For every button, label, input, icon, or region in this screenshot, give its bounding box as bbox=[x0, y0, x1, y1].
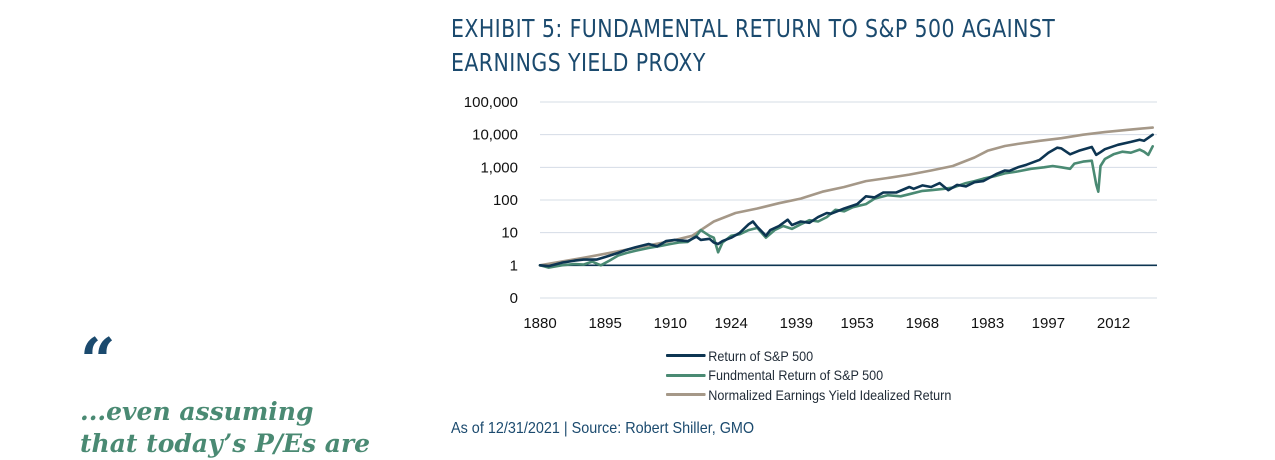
legend-label-fundamental-return: Fundmental Return of S&P 500 bbox=[708, 367, 884, 384]
source-note: As of 12/31/2021 | Source: Robert Shille… bbox=[451, 420, 755, 437]
legend-label-sp500-return: Return of S&P 500 bbox=[708, 347, 814, 364]
legend-item-fundamental-return: Fundmental Return of S&P 500 bbox=[666, 366, 951, 386]
x-tick-label: 1983 bbox=[971, 315, 1004, 332]
x-tick-label: 2012 bbox=[1097, 315, 1130, 332]
chart-title: EXHIBIT 5: FUNDAMENTAL RETURN TO S&P 500… bbox=[451, 12, 1074, 80]
x-tick-label: 1997 bbox=[1032, 315, 1065, 332]
legend-item-sp500-return: Return of S&P 500 bbox=[666, 346, 951, 366]
y-tick-label: 100 bbox=[493, 192, 518, 209]
x-tick-label: 1953 bbox=[841, 315, 874, 332]
chart-legend: Return of S&P 500 Fundmental Return of S… bbox=[666, 346, 951, 405]
legend-swatch-sp500-return bbox=[666, 354, 706, 358]
chart-title-line-2: EARNINGS YIELD PROXY bbox=[451, 48, 706, 77]
x-tick-label: 1968 bbox=[906, 315, 939, 332]
x-tick-label: 1880 bbox=[523, 315, 556, 332]
pull-quote: ...even assuming that today’s P/Es are bbox=[80, 396, 370, 460]
legend-label-earnings-yield: Normalized Earnings Yield Idealized Retu… bbox=[708, 386, 952, 403]
y-tick-label: 1 bbox=[510, 257, 518, 274]
y-tick-label: 0 bbox=[510, 290, 518, 307]
y-tick-label: 10,000 bbox=[472, 127, 518, 144]
pull-quote-line-1: ...even assuming bbox=[80, 397, 314, 426]
y-tick-label: 100,000 bbox=[464, 94, 518, 111]
chart-title-line-1: EXHIBIT 5: FUNDAMENTAL RETURN TO S&P 500… bbox=[451, 14, 1056, 43]
x-tick-label: 1895 bbox=[588, 315, 621, 332]
legend-swatch-fundamental-return bbox=[666, 373, 706, 377]
pull-quote-line-2: that today’s P/Es are bbox=[80, 429, 371, 458]
y-tick-label: 1,000 bbox=[480, 159, 518, 176]
series-line-0 bbox=[538, 133, 1154, 268]
legend-item-earnings-yield: Normalized Earnings Yield Idealized Retu… bbox=[666, 385, 951, 405]
x-tick-label: 1939 bbox=[780, 315, 813, 332]
quote-mark: “ bbox=[80, 324, 116, 397]
y-tick-label: 10 bbox=[501, 225, 518, 242]
x-tick-label: 1910 bbox=[654, 315, 687, 332]
legend-swatch-earnings-yield bbox=[666, 393, 706, 397]
x-tick-label: 1924 bbox=[714, 315, 747, 332]
